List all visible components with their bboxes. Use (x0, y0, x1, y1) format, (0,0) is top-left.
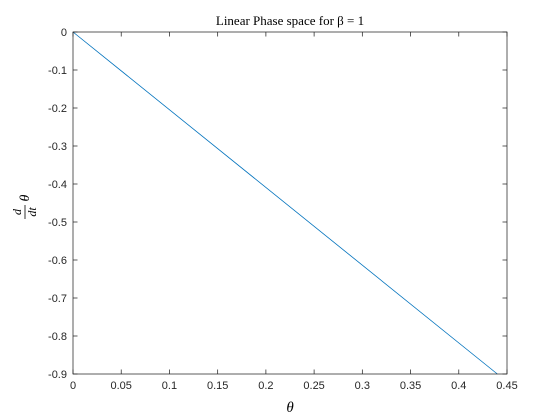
y-tick-label: 0 (61, 27, 67, 39)
y-label-denominator: dt (25, 207, 39, 217)
y-tick-label: -0.6 (48, 255, 67, 267)
series-line-0 (72, 31, 498, 375)
y-tick-label: -0.2 (48, 103, 67, 115)
x-tick-label: 0.4 (451, 380, 466, 392)
x-tick-label: 0.2 (258, 380, 273, 392)
y-tick-label: -0.9 (48, 369, 67, 381)
chart-title: Linear Phase space for β = 1 (216, 13, 364, 28)
y-tick-label: -0.4 (48, 179, 67, 191)
x-tick-label: 0.1 (162, 380, 177, 392)
y-tick-label: -0.1 (48, 65, 67, 77)
y-tick-label: -0.8 (48, 331, 67, 343)
x-axis-label: θ (286, 400, 294, 416)
axes-box (72, 31, 508, 375)
y-axis-label: d dt θ (10, 194, 39, 219)
y-label-numerator: d (10, 208, 24, 215)
y-tick-label: -0.7 (48, 293, 67, 305)
y-tick-label: -0.5 (48, 217, 67, 229)
x-tick-label: 0.35 (400, 380, 421, 392)
plot-area (73, 32, 507, 374)
x-tick-label: 0.25 (303, 380, 324, 392)
x-tick-label: 0 (70, 380, 76, 392)
x-tick-label: 0.05 (111, 380, 132, 392)
x-tick-label: 0.3 (355, 380, 370, 392)
y-label-symbol: θ (18, 194, 33, 201)
series-layer (72, 31, 498, 375)
ticks-layer: 0 0.05 0.1 0.15 0.2 0.25 0.3 0.35 0.4 0.45 0 -0.1 -0… (48, 27, 518, 392)
x-tick-label: 0.15 (207, 380, 228, 392)
y-tick-label: -0.3 (48, 141, 67, 153)
x-tick-label: 0.45 (496, 380, 517, 392)
